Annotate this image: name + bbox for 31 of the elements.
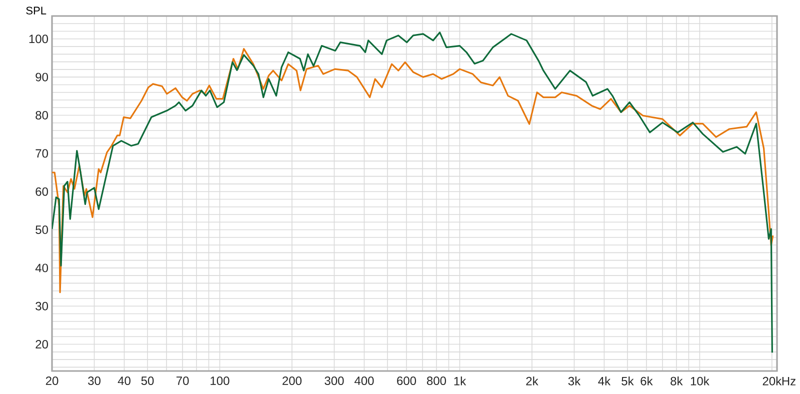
x-tick-label: 10k (690, 376, 710, 386)
y-tick-label: 20 (36, 340, 48, 349)
x-tick-label: 300 (324, 376, 344, 386)
x-tick-label: 30 (88, 376, 100, 386)
y-tick-label: 30 (36, 302, 48, 310)
x-tick-label: 3k (568, 376, 581, 386)
y-axis-title: SPL (26, 6, 46, 14)
x-tick-label: 20 (46, 376, 58, 386)
y-tick-label: 70 (36, 149, 48, 158)
x-tick-label: 8k (670, 376, 683, 386)
x-axis-title: Hz (782, 377, 796, 386)
x-tick-label: 1k (454, 376, 466, 386)
x-tick-label: 200 (282, 376, 302, 386)
x-tick-label: 4k (598, 376, 611, 386)
x-tick-label: 70 (176, 376, 189, 386)
x-tick-label: 400 (354, 376, 374, 386)
x-tick-label: 800 (426, 376, 446, 386)
y-tick-label: 100 (29, 34, 48, 44)
x-tick-label: 100 (210, 376, 230, 386)
y-tick-label: 80 (36, 111, 48, 120)
y-tick-label: 40 (35, 264, 48, 272)
y-tick-label: 90 (36, 72, 48, 82)
x-tick-label: 6k (640, 376, 653, 386)
x-tick-label: 20k (762, 376, 782, 386)
x-tick-label: 40 (118, 376, 130, 386)
y-tick-label: 60 (36, 187, 48, 196)
y-tick-label: 50 (36, 226, 48, 234)
x-tick-label: 600 (397, 376, 416, 386)
x-tick-label: 5k (622, 376, 634, 386)
x-tick-label: 50 (141, 376, 154, 386)
x-tick-label: 2k (526, 376, 538, 386)
